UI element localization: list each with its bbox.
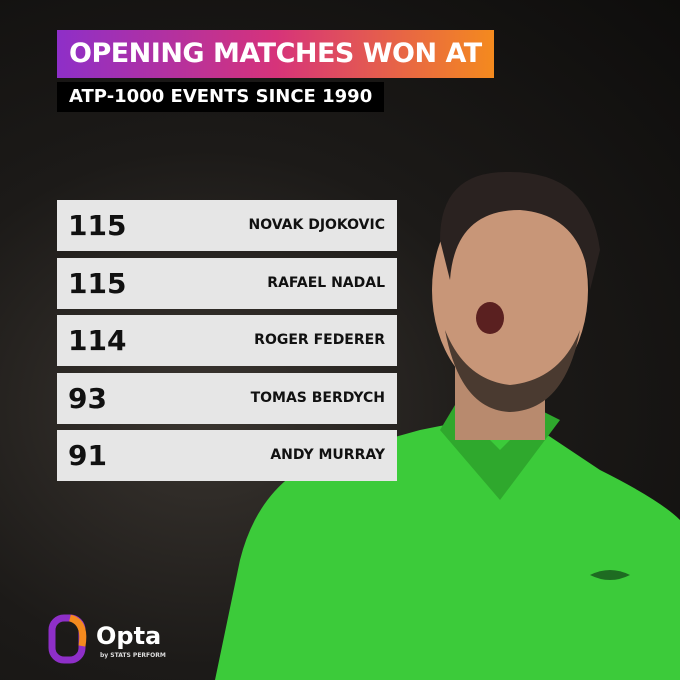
mouth [476, 302, 504, 334]
shirt-emblem [590, 570, 630, 580]
row-value: 93 [68, 381, 107, 415]
row-value: 114 [68, 324, 127, 357]
logo-tagline: by STATS PERFORM [100, 652, 166, 659]
shirt [215, 420, 680, 680]
title-line1: OPENING MATCHES WON AT [57, 30, 494, 78]
row-name: RAFAEL NADAL [267, 274, 385, 291]
logo-name: Opta [96, 622, 162, 650]
table-row: 93 TOMAS BERDYCH [57, 372, 397, 424]
table-row: 115 NOVAK DJOKOVIC [57, 200, 397, 251]
row-name: ROGER FEDERER [254, 332, 385, 348]
row-name: NOVAK DJOKOVIC [248, 217, 385, 233]
title-line2: ATP-1000 EVENTS SINCE 1990 [57, 82, 385, 112]
row-value: 91 [68, 439, 107, 472]
table-row: 91 ANDY MURRAY [57, 430, 397, 481]
head [432, 182, 588, 398]
table-row: 114 ROGER FEDERER [57, 315, 397, 366]
row-name: ANDY MURRAY [270, 447, 385, 463]
beard [445, 330, 580, 412]
row-value: 115 [68, 209, 127, 242]
table-row: 115 RAFAEL NADAL [57, 257, 397, 309]
row-value: 115 [68, 266, 127, 300]
hair [440, 171, 600, 290]
opta-icon [48, 614, 87, 664]
row-name: TOMAS BERDYCH [250, 389, 385, 406]
